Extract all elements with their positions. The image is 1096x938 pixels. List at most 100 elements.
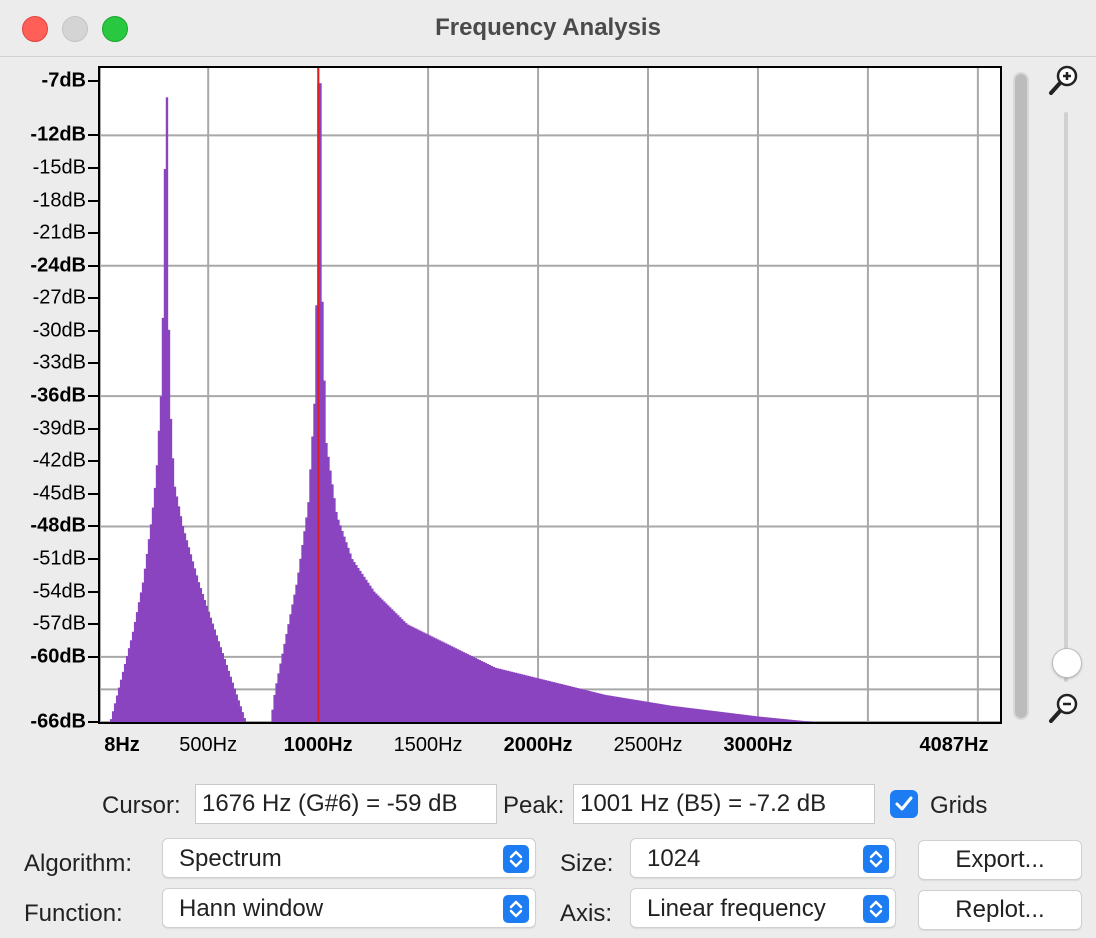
export-button[interactable]: Export... <box>918 840 1082 880</box>
spectrum-bar <box>530 676 533 722</box>
x-tick-label: 4087Hz <box>919 734 989 756</box>
spectrum-bar <box>462 652 466 722</box>
function-value: Hann window <box>179 895 324 922</box>
spectrum-bar <box>658 703 661 722</box>
spectrum-bar <box>586 690 589 722</box>
spectrum-bar <box>773 718 777 722</box>
spectrum-bar <box>383 601 386 722</box>
spectrum-bar <box>805 721 809 722</box>
y-tick-mark <box>88 395 100 398</box>
spectrum-bar <box>560 684 563 722</box>
spectrum-bar <box>444 643 448 722</box>
spectrum-bar <box>361 573 364 722</box>
spectrum-bar <box>763 717 767 722</box>
spectrum-bar <box>418 630 422 722</box>
spectrum-bar <box>795 720 799 722</box>
spectrum-bar <box>476 659 480 722</box>
y-tick-mark <box>88 427 100 430</box>
close-window-button[interactable] <box>22 16 48 42</box>
spectrum-bar <box>271 709 274 722</box>
y-tick-label: -15dB <box>32 156 86 179</box>
grids-checkbox[interactable] <box>890 790 918 818</box>
spectrum-bar <box>113 703 117 722</box>
y-tick-label: -48dB <box>30 514 86 537</box>
spectrum-bar <box>125 656 129 722</box>
spectrum-bar <box>616 696 619 722</box>
function-select[interactable]: Hann window <box>162 888 536 928</box>
spectrum-bar <box>179 516 183 722</box>
spectrum-bar <box>490 666 494 722</box>
spectrum-bar <box>518 673 521 722</box>
spectrum-bar <box>654 703 657 722</box>
spectrum-bar <box>488 665 492 722</box>
spectrum-bar <box>428 635 432 722</box>
spectrum-bar <box>801 720 805 722</box>
y-tick-label: -45dB <box>32 482 86 505</box>
axis-label: Axis: <box>560 900 613 927</box>
spectrum-bar <box>289 614 292 722</box>
x-tick-label: 2000Hz <box>503 734 573 756</box>
vertical-scrollbar[interactable] <box>1013 72 1029 720</box>
algorithm-select[interactable]: Spectrum <box>162 838 536 878</box>
spectrum-bar <box>422 632 426 722</box>
zoom-in-icon[interactable] <box>1046 62 1082 98</box>
spectrum-bar <box>149 524 153 722</box>
x-tick-label: 1500Hz <box>393 734 463 756</box>
y-tick-mark <box>88 623 100 626</box>
spectrum-bar <box>171 458 175 722</box>
spectrum-bar <box>759 716 763 722</box>
spectrum-bar <box>648 702 651 722</box>
spectrum-bar <box>430 636 434 722</box>
spectrum-bar <box>574 687 577 722</box>
spectrum-bar <box>510 671 514 722</box>
spectrum-bar <box>486 664 490 722</box>
spectrum-bar <box>745 715 749 722</box>
scrollbar-thumb[interactable] <box>1015 74 1027 718</box>
spectrum-bar <box>402 621 406 722</box>
peak-readout-field[interactable]: 1001 Hz (B5) = -7.2 dB <box>573 784 875 824</box>
spectrum-bar <box>205 605 209 722</box>
size-select[interactable]: 1024 <box>630 838 896 878</box>
spectrum-bar <box>787 719 791 722</box>
replot-button[interactable]: Replot... <box>918 890 1082 930</box>
zoom-slider-knob[interactable] <box>1052 648 1082 678</box>
spectrum-bar <box>747 715 751 722</box>
spectrum-bar <box>426 634 430 722</box>
spectrum-bar <box>237 700 240 722</box>
spectrum-bar <box>727 712 731 722</box>
spectrum-bar <box>331 484 334 722</box>
spectrum-bar <box>406 624 410 722</box>
cursor-readout-field[interactable]: 1676 Hz (G#6) = -59 dB <box>195 784 497 824</box>
zoom-out-icon[interactable] <box>1046 690 1082 726</box>
spectrum-bar <box>410 626 414 722</box>
spectrum-bar <box>580 689 583 722</box>
spectrum-bar <box>717 711 721 722</box>
spectrum-bar <box>472 657 476 722</box>
spectrum-bar <box>550 681 553 722</box>
spectrum-bar <box>432 637 436 722</box>
axis-select[interactable]: Linear frequency <box>630 888 896 928</box>
spectrum-bar <box>735 713 739 722</box>
spectrum-bar <box>438 640 442 722</box>
spectrum-plot[interactable] <box>98 66 1002 724</box>
spectrum-bar <box>227 670 230 722</box>
spectrum-bar <box>753 716 757 722</box>
spectrum-bar <box>496 668 500 722</box>
spectrum-bar <box>715 711 719 722</box>
spectrum-bar <box>542 679 545 722</box>
y-tick-label: -18dB <box>32 189 86 211</box>
spectrum-bar <box>793 720 797 722</box>
spectrum-bar <box>387 605 390 722</box>
spectrum-bar <box>536 678 539 722</box>
spectrum-bar <box>199 588 203 722</box>
spectrum-bar <box>548 681 551 722</box>
spectrum-bar <box>412 627 416 722</box>
spectrum-bar <box>755 716 759 722</box>
zoom-window-button[interactable] <box>102 16 128 42</box>
zoom-slider-track[interactable] <box>1064 112 1068 682</box>
minimize-window-button[interactable] <box>62 16 88 42</box>
y-tick-label: -27dB <box>32 286 86 309</box>
spectrum-bar <box>594 692 597 722</box>
spectrum-bar <box>329 470 332 722</box>
select-arrows-icon <box>503 845 529 873</box>
